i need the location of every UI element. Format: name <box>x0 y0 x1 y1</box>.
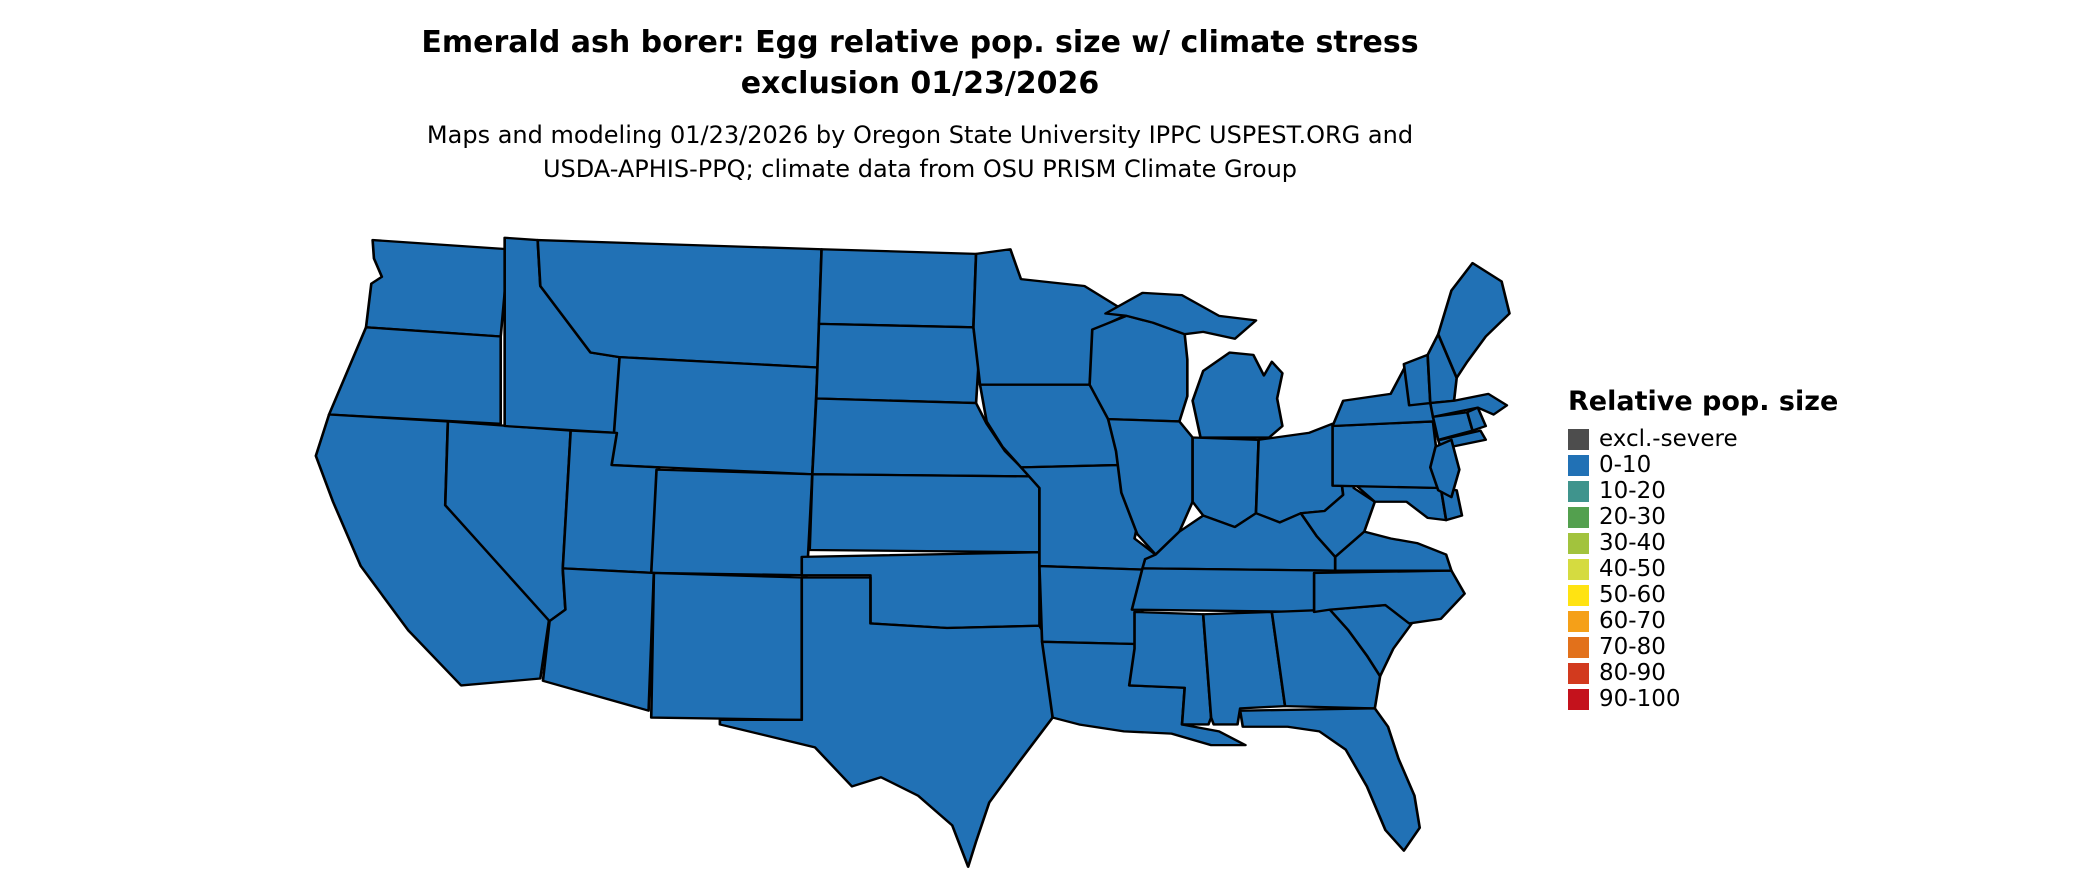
legend-swatch <box>1568 584 1589 606</box>
legend-item-label: 10-20 <box>1599 478 1666 504</box>
legend-swatch <box>1568 662 1589 684</box>
legend-item: 80-90 <box>1568 660 1838 686</box>
state-washington <box>364 238 510 338</box>
state-oregon <box>327 326 503 425</box>
legend-item: 10-20 <box>1568 478 1838 504</box>
legend-item: 40-50 <box>1568 556 1838 582</box>
legend-item-label: 70-80 <box>1599 634 1666 660</box>
legend-swatch <box>1568 480 1589 502</box>
us-states-group <box>314 236 1511 868</box>
state-michigan <box>1191 351 1284 439</box>
legend: Relative pop. size excl.-severe 0-10 10-20… <box>1568 386 1838 712</box>
state-rhode-island <box>1465 406 1488 432</box>
us-map-svg <box>314 236 1511 868</box>
state-new-jersey <box>1428 438 1461 499</box>
legend-swatch <box>1568 454 1589 476</box>
legend-item: 50-60 <box>1568 582 1838 608</box>
legend-item-label: 40-50 <box>1599 556 1666 582</box>
legend-swatch <box>1568 636 1589 658</box>
legend-item-label: 60-70 <box>1599 608 1666 634</box>
legend-item-label: 80-90 <box>1599 660 1666 686</box>
figure-title: Emerald ash borer: Egg relative pop. siz… <box>0 22 1840 104</box>
legend-swatch <box>1568 532 1589 554</box>
legend-items: excl.-severe 0-10 10-20 20-30 30-40 40-50 50-6… <box>1568 426 1838 712</box>
figure-subtitle-line1: Maps and modeling 01/23/2026 by Oregon S… <box>426 121 1414 149</box>
legend-item-label: excl.-severe <box>1599 426 1738 452</box>
legend-item: 90-100 <box>1568 686 1838 712</box>
state-texas <box>718 576 1054 868</box>
figure-title-line2: exclusion 01/23/2026 <box>740 66 1100 101</box>
state-south-dakota <box>814 322 981 405</box>
state-colorado <box>649 468 814 577</box>
state-new-mexico <box>649 571 804 722</box>
legend-swatch <box>1568 428 1589 450</box>
figure-subtitle: Maps and modeling 01/23/2026 by Oregon S… <box>0 118 1840 186</box>
legend-title: Relative pop. size <box>1568 386 1839 417</box>
legend-item-label: 0-10 <box>1599 452 1652 478</box>
legend-swatch <box>1568 610 1589 632</box>
legend-item: excl.-severe <box>1568 426 1838 452</box>
state-pennsylvania <box>1331 420 1443 490</box>
figure-title-line1: Emerald ash borer: Egg relative pop. siz… <box>421 25 1419 60</box>
state-kansas <box>808 473 1041 554</box>
legend-item: 30-40 <box>1568 530 1838 556</box>
state-michigan-upper-peninsula <box>1104 291 1258 340</box>
legend-item-label: 90-100 <box>1599 686 1681 712</box>
state-vermont <box>1402 353 1432 407</box>
legend-item: 60-70 <box>1568 608 1838 634</box>
state-virginia <box>1333 530 1453 572</box>
state-wyoming <box>610 356 819 476</box>
state-tennessee <box>1130 567 1337 614</box>
legend-item: 0-10 <box>1568 452 1838 478</box>
state-alabama <box>1201 610 1287 726</box>
legend-item: 70-80 <box>1568 634 1838 660</box>
state-wisconsin <box>1088 314 1189 423</box>
legend-swatch <box>1568 506 1589 528</box>
legend-item-label: 50-60 <box>1599 582 1666 608</box>
legend-swatch <box>1568 558 1589 580</box>
state-north-dakota <box>817 248 978 329</box>
state-maine <box>1436 261 1511 379</box>
legend-item: 20-30 <box>1568 504 1838 530</box>
state-north-carolina <box>1312 569 1466 625</box>
state-indiana <box>1191 436 1260 529</box>
us-map <box>300 224 1528 884</box>
legend-item-label: 20-30 <box>1599 504 1666 530</box>
legend-swatch <box>1568 688 1589 710</box>
state-new-hampshire <box>1426 333 1459 405</box>
legend-item-label: 30-40 <box>1599 530 1666 556</box>
state-florida <box>1238 707 1422 852</box>
figure-subtitle-line2: USDA-APHIS-PPQ; climate data from OSU PR… <box>542 155 1298 183</box>
